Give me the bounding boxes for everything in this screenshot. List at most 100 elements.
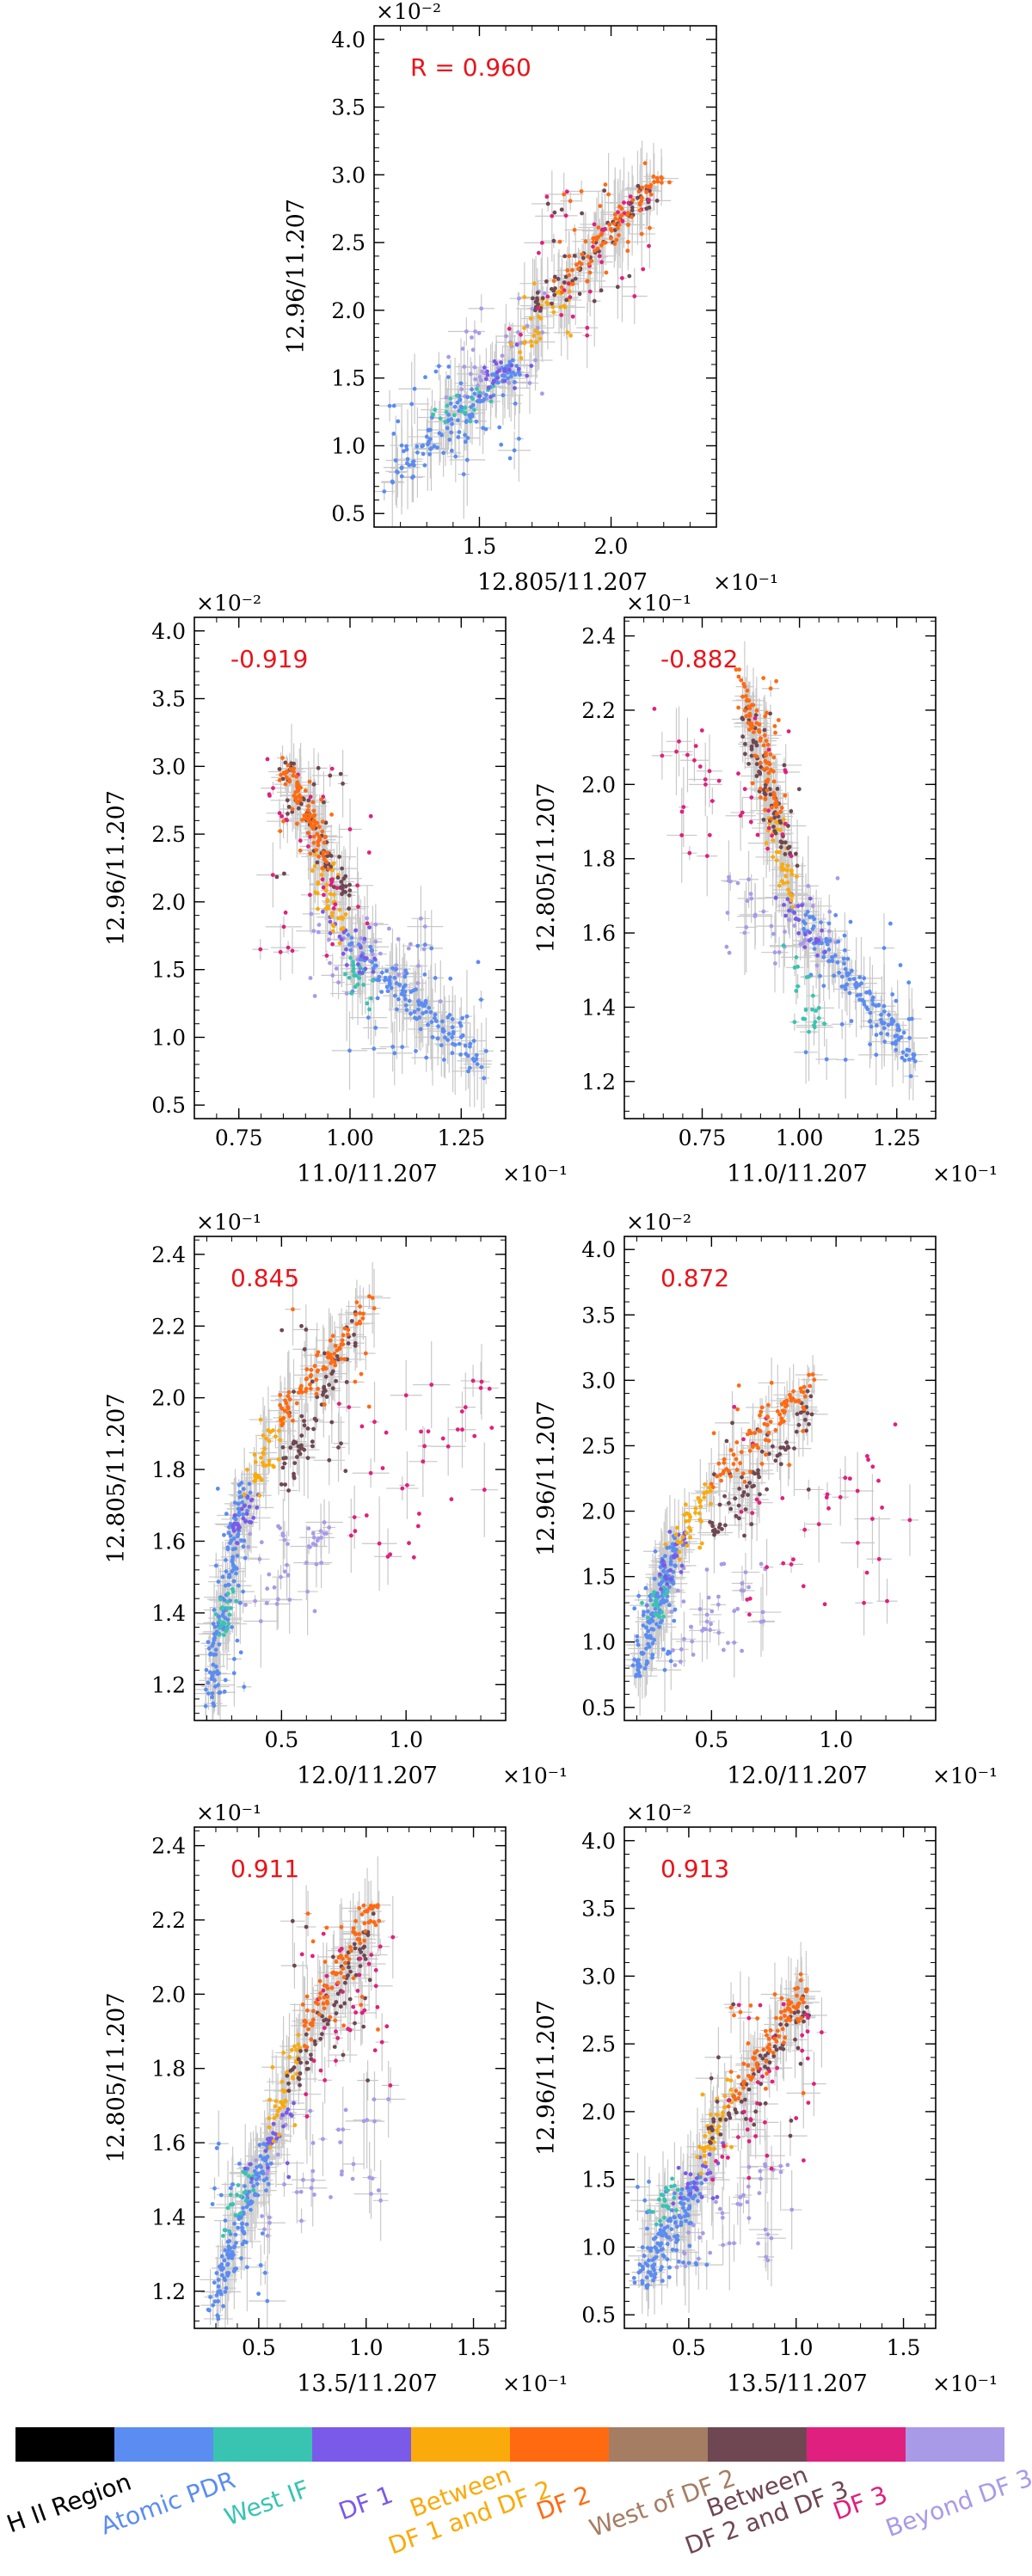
y-exponent: ×10⁻¹ [196, 1210, 261, 1235]
point-between_df2_df3 [592, 298, 597, 304]
point-west_if [218, 1597, 223, 1602]
point-between_df1_df2 [332, 892, 336, 897]
point-atomic_pdr [404, 444, 408, 449]
point-df1 [486, 385, 491, 390]
point-between_df2_df3 [782, 763, 787, 768]
point-df2 [772, 724, 777, 728]
point-df3 [783, 821, 788, 826]
point-beyond_df3 [243, 1603, 248, 1607]
point-between_df1_df2 [253, 1472, 258, 1476]
point-atomic_pdr [845, 982, 850, 987]
point-df2 [346, 1332, 350, 1337]
point-beyond_df3 [275, 1597, 280, 1602]
x-tick-label: 1.5 [463, 534, 497, 559]
point-df3 [545, 294, 550, 299]
point-between_df1_df2 [263, 1463, 268, 1468]
point-beyond_df3 [287, 1598, 292, 1602]
point-between_df2_df3 [551, 288, 556, 293]
point-df2 [774, 812, 779, 816]
point-between_df2_df3 [282, 871, 286, 876]
point-df3 [335, 886, 340, 891]
point-df2 [783, 793, 788, 798]
point-df2 [321, 853, 326, 858]
point-df3 [321, 885, 326, 890]
point-between_df2_df3 [299, 1323, 304, 1328]
point-df2 [609, 236, 613, 241]
point-atomic_pdr [845, 956, 851, 961]
point-west_if [792, 1020, 797, 1025]
point-between_df2_df3 [580, 211, 584, 216]
point-df3 [281, 924, 286, 929]
point-df2 [307, 779, 312, 784]
point-between_df2_df3 [322, 800, 326, 805]
point-atomic_pdr [403, 997, 408, 1002]
point-between_df1_df2 [323, 888, 329, 893]
point-between_df2_df3 [347, 882, 352, 887]
point-between_df2_df3 [327, 1457, 332, 1463]
point-west_if [822, 1021, 826, 1027]
point-df1 [787, 908, 791, 913]
point-beyond_df3 [771, 931, 776, 936]
point-atomic_pdr [215, 1487, 220, 1491]
point-atomic_pdr [458, 397, 463, 402]
point-beyond_df3 [761, 909, 766, 914]
point-df2 [636, 189, 642, 194]
point-df3 [622, 200, 626, 205]
point-df2 [625, 240, 630, 244]
point-df3 [388, 1552, 393, 1557]
point-between_df2_df3 [289, 761, 294, 766]
point-df2 [778, 809, 783, 814]
point-between_df1_df2 [774, 849, 779, 855]
point-atomic_pdr [508, 371, 513, 375]
point-df2 [316, 843, 321, 848]
point-df3 [366, 850, 372, 855]
point-df2 [311, 808, 316, 813]
point-atomic_pdr [826, 921, 832, 926]
point-df3 [699, 728, 704, 733]
point-df2 [744, 714, 749, 719]
point-beyond_df3 [327, 1525, 332, 1530]
point-df3 [679, 833, 685, 837]
point-df2 [304, 1389, 308, 1394]
point-df2 [354, 1322, 359, 1327]
point-df2 [367, 1294, 372, 1298]
y-exponent: ×10⁻² [376, 0, 441, 24]
point-west_if [445, 403, 450, 408]
point-df2 [596, 225, 601, 230]
point-between_df2_df3 [636, 195, 640, 200]
point-west_if [234, 1598, 239, 1604]
point-west_if [221, 1620, 225, 1625]
point-atomic_pdr [465, 436, 470, 440]
point-atomic_pdr [499, 442, 504, 447]
point-between_df2_df3 [343, 884, 348, 889]
point-atomic_pdr [448, 401, 453, 406]
point-df1 [507, 367, 512, 372]
point-atomic_pdr [211, 1662, 216, 1667]
point-atomic_pdr [409, 402, 415, 407]
point-atomic_pdr [383, 975, 388, 980]
point-atomic_pdr [413, 1015, 417, 1021]
point-between_df2_df3 [302, 797, 306, 802]
point-atomic_pdr [445, 1038, 450, 1042]
point-df2 [329, 813, 334, 817]
point-atomic_pdr [210, 1695, 215, 1700]
point-between_df2_df3 [280, 1465, 286, 1470]
point-between_df2_df3 [347, 892, 352, 898]
point-atomic_pdr [451, 1031, 456, 1036]
point-between_df2_df3 [772, 829, 777, 833]
point-df3 [652, 707, 657, 711]
point-beyond_df3 [470, 335, 474, 340]
point-atomic_pdr [874, 1033, 879, 1037]
point-df2 [370, 1296, 375, 1300]
point-df2 [765, 788, 770, 793]
point-between_df1_df2 [259, 1456, 263, 1460]
point-atomic_pdr [868, 1010, 873, 1015]
point-between_df1_df2 [536, 330, 540, 335]
point-df2 [320, 829, 325, 834]
x-tick-label: 0.75 [215, 1125, 263, 1150]
point-df2 [752, 730, 756, 734]
point-atomic_pdr [232, 1500, 237, 1506]
point-atomic_pdr [899, 1035, 904, 1040]
point-between_df2_df3 [580, 255, 586, 261]
point-atomic_pdr [446, 418, 452, 423]
